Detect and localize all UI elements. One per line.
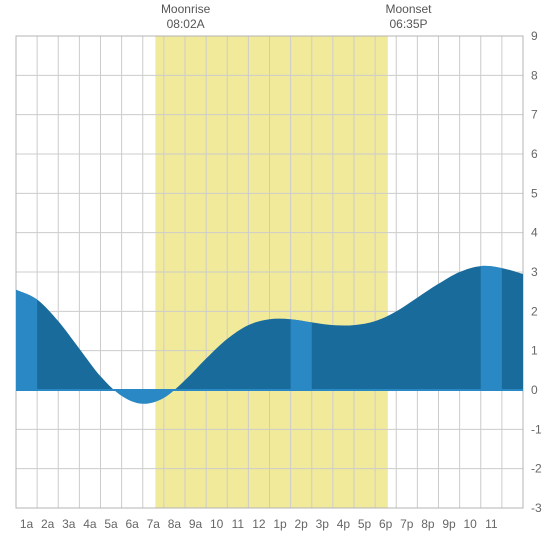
svg-text:4: 4 [531, 226, 538, 240]
svg-text:3: 3 [531, 265, 538, 279]
svg-text:1: 1 [531, 344, 538, 358]
svg-text:0: 0 [531, 383, 538, 397]
svg-text:3a: 3a [62, 517, 76, 531]
moonset-label: Moonset [385, 2, 431, 16]
svg-text:3p: 3p [316, 517, 330, 531]
svg-text:9a: 9a [189, 517, 203, 531]
svg-text:10: 10 [464, 517, 478, 531]
svg-text:-1: -1 [531, 422, 542, 436]
svg-text:8: 8 [531, 68, 538, 82]
svg-text:5p: 5p [358, 517, 372, 531]
svg-text:2: 2 [531, 304, 538, 318]
svg-text:6p: 6p [379, 517, 393, 531]
svg-text:-3: -3 [531, 501, 542, 515]
moonset-time: 06:35P [369, 17, 449, 32]
svg-text:7a: 7a [147, 517, 161, 531]
svg-text:-2: -2 [531, 462, 542, 476]
svg-text:11: 11 [232, 517, 245, 531]
chart-svg: -3-2-101234567891a2a3a4a5a6a7a8a9a101112… [0, 0, 550, 550]
svg-text:2a: 2a [41, 517, 55, 531]
svg-text:9: 9 [531, 29, 538, 43]
svg-text:10: 10 [210, 517, 224, 531]
svg-text:7p: 7p [400, 517, 414, 531]
svg-text:8p: 8p [421, 517, 435, 531]
svg-text:1p: 1p [273, 517, 287, 531]
svg-text:6: 6 [531, 147, 538, 161]
svg-text:5a: 5a [104, 517, 118, 531]
svg-text:6a: 6a [126, 517, 140, 531]
svg-text:9p: 9p [442, 517, 456, 531]
svg-text:1a: 1a [20, 517, 34, 531]
svg-text:8a: 8a [168, 517, 182, 531]
svg-text:2p: 2p [295, 517, 309, 531]
svg-text:4p: 4p [337, 517, 351, 531]
moonrise-time: 08:02A [146, 17, 226, 32]
svg-text:4a: 4a [83, 517, 97, 531]
svg-text:12: 12 [252, 517, 266, 531]
moonrise-label: Moonrise [161, 2, 210, 16]
moonset-annotation: Moonset 06:35P [369, 2, 449, 32]
svg-text:5: 5 [531, 186, 538, 200]
svg-text:11: 11 [485, 517, 498, 531]
svg-text:7: 7 [531, 108, 538, 122]
tide-chart: Moonrise 08:02A Moonset 06:35P -3-2-1012… [0, 0, 550, 550]
moonrise-annotation: Moonrise 08:02A [146, 2, 226, 32]
